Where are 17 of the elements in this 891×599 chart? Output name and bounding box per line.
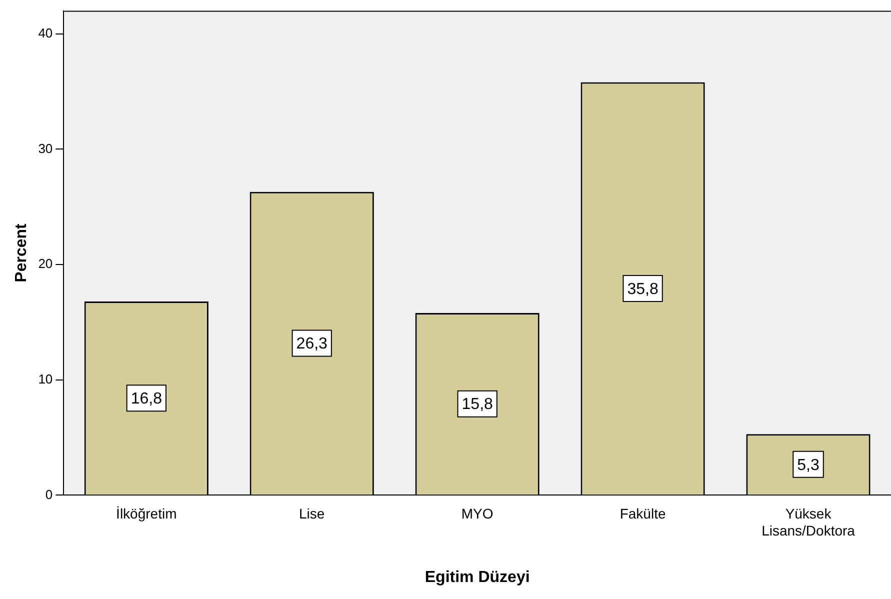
- y-tick-label: 30: [38, 140, 53, 156]
- x-tick-label: MYO: [461, 505, 494, 522]
- y-tick-label: 10: [38, 371, 53, 386]
- y-axis-title: Percent: [13, 222, 30, 282]
- x-tick-label: İlköğretim: [116, 505, 177, 522]
- data-label: 16,8: [130, 390, 162, 408]
- x-tick-label: Yüksek Lisans/Doktora: [762, 505, 856, 538]
- y-tick-label: 40: [38, 25, 53, 40]
- y-tick-label: 0: [45, 486, 53, 502]
- data-label: 5,3: [797, 456, 820, 474]
- x-axis-title: Egitim Düzeyi: [424, 568, 530, 586]
- x-tick-label: Fakülte: [620, 505, 666, 522]
- data-label: 26,3: [296, 336, 328, 353]
- data-label: 35,8: [627, 280, 658, 298]
- data-label: 15,8: [462, 396, 493, 414]
- y-tick-label: 20: [38, 256, 53, 272]
- x-tick-label: Lise: [299, 505, 325, 522]
